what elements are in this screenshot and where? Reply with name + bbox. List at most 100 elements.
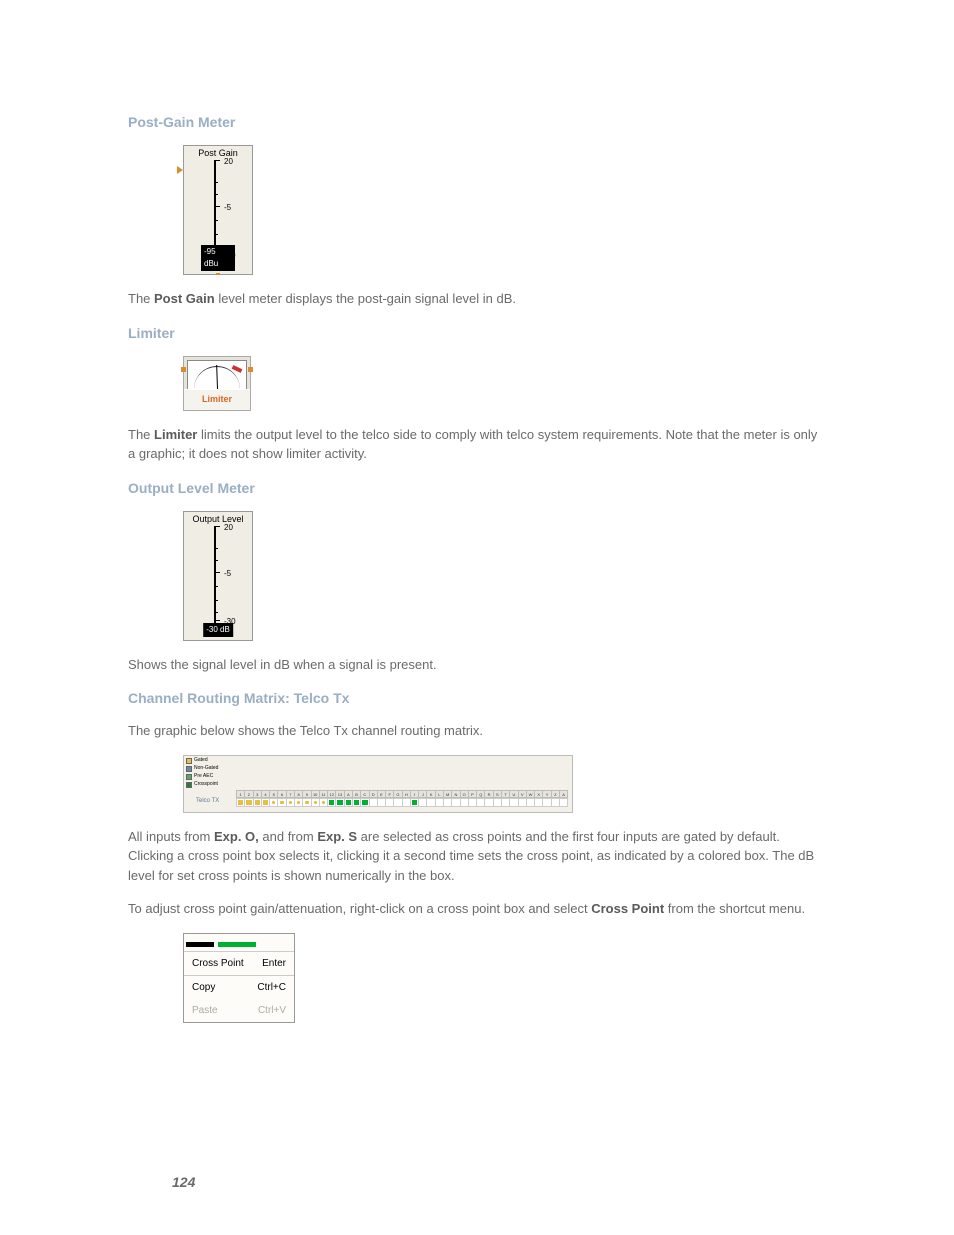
matrix-cell[interactable] — [253, 798, 261, 807]
meter-title: Output Level — [184, 512, 252, 527]
matrix-cell[interactable] — [501, 798, 509, 807]
heading-output-level: Output Level Meter — [128, 478, 826, 499]
matrix-cell[interactable] — [418, 798, 426, 807]
matrix-col-header: 5 — [269, 790, 277, 798]
matrix-col-header: L — [435, 790, 443, 798]
legend-label: Pre AEC — [194, 774, 213, 780]
meter-title: Post Gain — [184, 146, 252, 161]
matrix-cell[interactable] — [526, 798, 534, 807]
matrix-cell[interactable] — [509, 798, 517, 807]
matrix-cell[interactable] — [344, 798, 352, 807]
page-number: 124 — [172, 1172, 195, 1193]
limiter-description: The Limiter limits the output level to t… — [128, 425, 826, 464]
figure-context-menu: Cross PointEnterCopyCtrl+CPasteCtrl+V — [183, 933, 826, 1023]
matrix-col-header: 13 — [335, 790, 343, 798]
matrix-col-header: 7 — [286, 790, 294, 798]
matrix-col-header: 11 — [319, 790, 327, 798]
heading-limiter: Limiter — [128, 323, 826, 344]
matrix-col-header: F — [385, 790, 393, 798]
matrix-cell[interactable] — [286, 798, 294, 807]
limiter-gauge — [187, 360, 247, 390]
legend-swatch — [186, 758, 192, 764]
figure-post-gain-meter: Post Gain 20 -5 -30 -95 dBu — [183, 145, 826, 275]
matrix-cell[interactable] — [352, 798, 360, 807]
legend-item: Gated — [186, 758, 231, 765]
matrix-col-header: W — [526, 790, 534, 798]
matrix-row-label: Telco TX — [196, 797, 219, 806]
matrix-cell[interactable] — [277, 798, 285, 807]
ctxmenu-item[interactable]: Cross Point Enter — [184, 952, 294, 976]
matrix-col-header: Q — [476, 790, 484, 798]
post-gain-description: The Post Gain level meter displays the p… — [128, 289, 826, 309]
legend-swatch — [186, 782, 192, 788]
matrix-cell[interactable] — [327, 798, 335, 807]
meter-caret — [216, 273, 220, 275]
matrix-cell[interactable] — [451, 798, 459, 807]
heading-post-gain: Post-Gain Meter — [128, 112, 826, 133]
matrix-cell[interactable] — [468, 798, 476, 807]
matrix-cell[interactable] — [518, 798, 526, 807]
limiter-handle-right — [248, 367, 253, 372]
matrix-cell[interactable] — [269, 798, 277, 807]
matrix-grid: 12345678910111213ABCDEFGHIJKLMNOPQRSTUVW… — [236, 770, 568, 808]
ctxmenu-item-accel: Enter — [262, 956, 286, 971]
ctxmenu-item-label: Cross Point — [192, 956, 244, 971]
matrix-cell[interactable] — [393, 798, 401, 807]
matrix-legend: GatedNon-GatedPre AECCrosspoint — [186, 758, 231, 790]
matrix-col-header: J — [418, 790, 426, 798]
matrix-col-header: P — [468, 790, 476, 798]
matrix-cell[interactable] — [377, 798, 385, 807]
matrix-col-header: B — [352, 790, 360, 798]
matrix-cell[interactable] — [385, 798, 393, 807]
matrix-cell[interactable] — [476, 798, 484, 807]
matrix-col-header: 10 — [311, 790, 319, 798]
matrix-cell[interactable] — [402, 798, 410, 807]
matrix-cell[interactable] — [493, 798, 501, 807]
matrix-cell[interactable] — [335, 798, 343, 807]
matrix-cell[interactable] — [360, 798, 368, 807]
matrix-cell[interactable] — [542, 798, 550, 807]
matrix-col-header: T — [501, 790, 509, 798]
legend-swatch — [186, 774, 192, 780]
matrix-col-header: Y — [542, 790, 550, 798]
ctxmenu-item-label: Paste — [192, 1003, 218, 1018]
legend-item: Pre AEC — [186, 774, 231, 781]
heading-matrix: Channel Routing Matrix: Telco Tx — [128, 688, 826, 709]
matrix-cell[interactable] — [559, 798, 568, 807]
matrix-cell[interactable] — [534, 798, 542, 807]
matrix-cell[interactable] — [261, 798, 269, 807]
matrix-cell[interactable] — [244, 798, 252, 807]
matrix-col-header: X — [534, 790, 542, 798]
figure-routing-matrix: GatedNon-GatedPre AECCrosspoint Telco TX… — [183, 755, 826, 813]
legend-label: Gated — [194, 758, 208, 764]
matrix-cell[interactable] — [319, 798, 327, 807]
matrix-cell[interactable] — [311, 798, 319, 807]
matrix-cell[interactable] — [294, 798, 302, 807]
matrix-cell[interactable] — [484, 798, 492, 807]
matrix-col-header: G — [393, 790, 401, 798]
figure-output-meter: Output Level 20 -5 -30 -30 dB — [183, 511, 826, 641]
matrix-cell[interactable] — [410, 798, 418, 807]
matrix-col-header: D — [369, 790, 377, 798]
matrix-col-header: S — [493, 790, 501, 798]
matrix-cell[interactable] — [435, 798, 443, 807]
ctxmenu-bar — [186, 942, 214, 947]
matrix-cell[interactable] — [426, 798, 434, 807]
matrix-cell[interactable] — [302, 798, 310, 807]
matrix-col-header: M — [443, 790, 451, 798]
figure-limiter-gauge: Limiter — [183, 356, 826, 411]
matrix-cell[interactable] — [236, 798, 244, 807]
matrix-col-header: 1 — [236, 790, 244, 798]
matrix-col-header: O — [460, 790, 468, 798]
matrix-col-header: 2 — [244, 790, 252, 798]
matrix-col-header: A — [344, 790, 352, 798]
legend-label: Non-Gated — [194, 766, 218, 772]
matrix-col-header: 12 — [327, 790, 335, 798]
matrix-cell[interactable] — [443, 798, 451, 807]
matrix-cell[interactable] — [369, 798, 377, 807]
legend-item: Non-Gated — [186, 766, 231, 773]
ctxmenu-item[interactable]: CopyCtrl+C — [184, 976, 294, 999]
matrix-cell[interactable] — [551, 798, 559, 807]
matrix-cell[interactable] — [460, 798, 468, 807]
ctxmenu-bar — [218, 942, 256, 947]
